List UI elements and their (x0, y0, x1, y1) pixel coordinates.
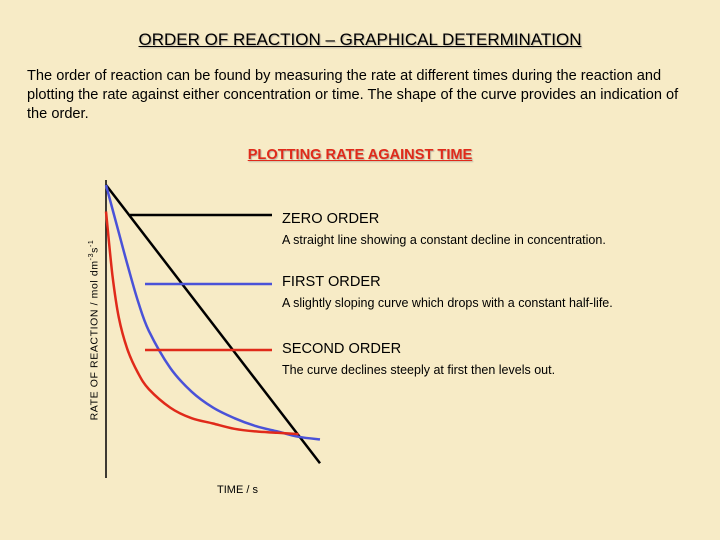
legend-second-order-description: The curve declines steeply at first then… (282, 363, 556, 377)
legend-lines (130, 213, 272, 352)
legend-zero-order-description: A straight line showing a constant decli… (282, 233, 606, 247)
y-axis-label: RATE OF REACTION / mol dm-3s-1 (87, 239, 101, 421)
chart-series (104, 184, 321, 465)
legend-first-order-description: A slightly sloping curve which drops wit… (282, 296, 613, 310)
legend-zero-order-heading: ZERO ORDER (282, 211, 380, 227)
intro-text: The order of reaction can be found by me… (27, 68, 679, 122)
series-line-second-order (104, 211, 299, 436)
x-axis-label: TIME / s (217, 484, 258, 496)
legend-first-order-heading: FIRST ORDER (282, 274, 381, 290)
page-title: ORDER OF REACTION – GRAPHICAL DETERMINAT… (138, 30, 582, 49)
section-subtitle: PLOTTING RATE AGAINST TIME (247, 147, 473, 163)
series-line-zero-order (105, 184, 321, 465)
series-line-first-order (104, 184, 321, 441)
legend-second-order-heading: SECOND ORDER (282, 341, 402, 357)
